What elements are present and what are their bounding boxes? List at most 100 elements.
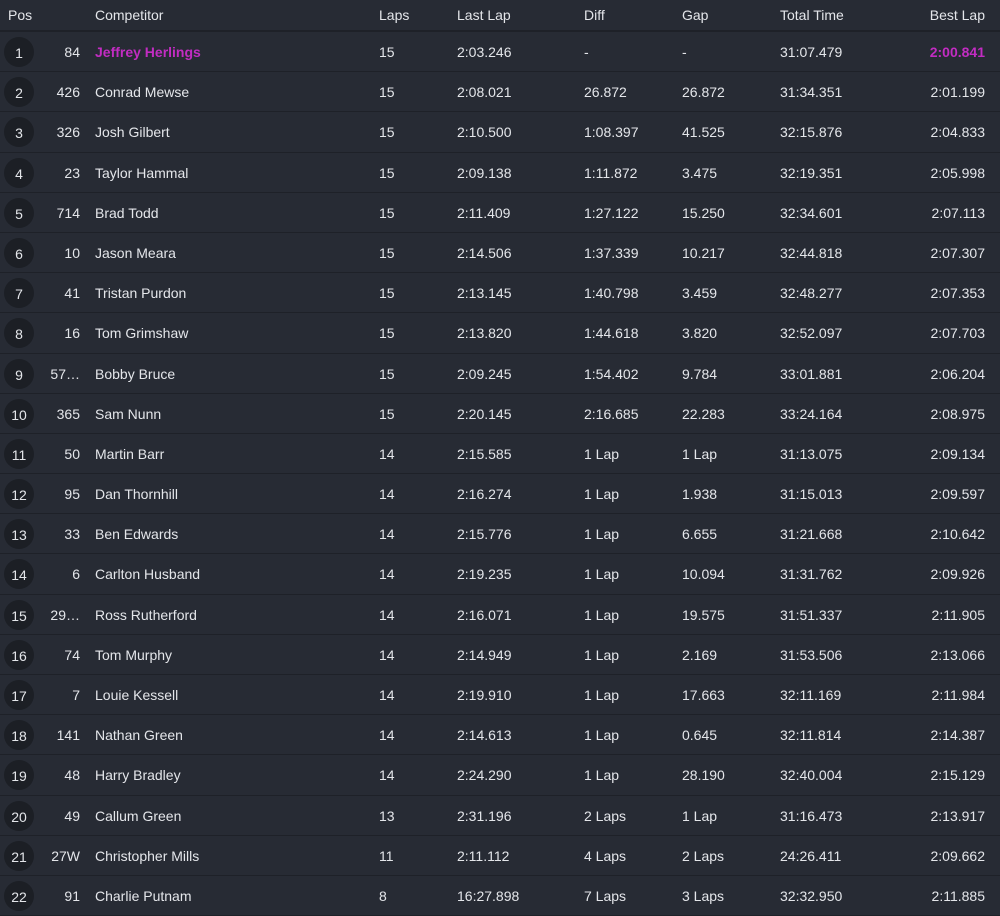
total-time: 32:44.818 — [780, 244, 843, 261]
best-lap: 2:14.387 — [930, 727, 986, 744]
table-row[interactable]: 20 49 Callum Green 13 2:31.196 2 Laps 1 Lap 31:… — [0, 796, 1000, 836]
best-lap: 2:08.975 — [930, 405, 986, 422]
best-lap: 2:09.926 — [930, 566, 986, 583]
race-number: 33 — [64, 526, 80, 543]
competitor-name: Tom Grimshaw — [95, 325, 189, 342]
table-row[interactable]: 4 23 Taylor Hammal 15 2:09.138 1:11.872 3.475 3… — [0, 153, 1000, 193]
last-lap: 2:31.196 — [457, 807, 512, 824]
race-number: 6 — [72, 566, 80, 583]
header-diff[interactable]: Diff — [584, 7, 605, 23]
header-laps[interactable]: Laps — [379, 7, 410, 23]
total-time: 32:19.351 — [780, 164, 843, 181]
table-row[interactable]: 5 714 Brad Todd 15 2:11.409 1:27.122 15.250 32:… — [0, 193, 1000, 233]
diff: 1:40.798 — [584, 285, 639, 302]
race-number: 426 — [56, 84, 80, 101]
table-row[interactable]: 14 6 Carlton Husband 14 2:19.235 1 Lap 10.094 3… — [0, 554, 1000, 595]
race-number: 57… — [50, 365, 80, 382]
table-header: Pos Competitor Laps Last Lap Diff Gap To… — [0, 0, 1000, 32]
header-gap[interactable]: Gap — [682, 7, 709, 23]
race-number: 50 — [64, 445, 80, 462]
table-row[interactable]: 18 141 Nathan Green 14 2:14.613 1 Lap 0.645 32:… — [0, 715, 1000, 756]
table-row[interactable]: 7 41 Tristan Purdon 15 2:13.145 1:40.798 3.459… — [0, 273, 1000, 314]
header-total-time[interactable]: Total Time — [780, 7, 844, 23]
best-lap: 2:07.113 — [931, 204, 985, 221]
laps: 15 — [379, 44, 395, 60]
laps: 8 — [379, 887, 387, 904]
table-row[interactable]: 15 29… Ross Rutherford 14 2:16.071 1 Lap 19.57… — [0, 595, 1000, 635]
table-row[interactable]: 11 50 Martin Barr 14 2:15.585 1 Lap 1 Lap 31:13… — [0, 434, 1000, 475]
total-time: 31:13.075 — [780, 445, 843, 462]
last-lap: 2:11.409 — [457, 204, 511, 221]
total-time: 31:53.506 — [780, 646, 843, 663]
table-row[interactable]: 1 84 Jeffrey Herlings 15 2:03.246 - - 31:07.479… — [0, 32, 1000, 73]
laps: 14 — [379, 566, 395, 583]
total-time: 31:51.337 — [780, 606, 843, 623]
best-lap: 2:09.662 — [930, 847, 986, 864]
gap: 15.250 — [682, 204, 725, 221]
gap: 9.784 — [682, 365, 718, 382]
table-row[interactable]: 10 365 Sam Nunn 15 2:20.145 2:16.685 22.283 33:… — [0, 394, 1000, 434]
header-best-lap[interactable]: Best Lap — [929, 7, 985, 23]
total-time: 32:40.004 — [780, 767, 843, 784]
diff: 2 Laps — [584, 807, 627, 824]
competitor-name: Tom Murphy — [95, 646, 173, 663]
last-lap: 2:14.949 — [457, 646, 512, 663]
competitor-name: Sam Nunn — [95, 405, 162, 422]
total-time: 31:07.479 — [780, 44, 843, 60]
table-row[interactable]: 19 48 Harry Bradley 14 2:24.290 1 Lap 28.190 32… — [0, 755, 1000, 796]
competitor-name: Taylor Hammal — [95, 164, 189, 181]
best-lap: 2:07.307 — [930, 244, 986, 261]
diff: 1:08.397 — [584, 124, 639, 141]
best-lap: 2:15.129 — [930, 767, 986, 784]
diff: 4 Laps — [584, 847, 627, 864]
table-row[interactable]: 8 16 Tom Grimshaw 15 2:13.820 1:44.618 3.820 32… — [0, 313, 1000, 354]
total-time: 31:15.013 — [780, 486, 843, 503]
best-lap: 2:13.066 — [930, 646, 986, 663]
position-badge: 4 — [4, 157, 34, 188]
race-number: 326 — [56, 124, 80, 141]
header-pos[interactable]: Pos — [8, 7, 33, 23]
diff: 7 Laps — [584, 887, 627, 904]
competitor-name: Brad Todd — [95, 204, 159, 221]
table-row[interactable]: 21 27W Christopher Mills 11 2:11.112 4 Laps 2 … — [0, 836, 1000, 876]
total-time: 31:31.762 — [780, 566, 843, 583]
gap: 3 Laps — [682, 887, 725, 904]
table-row[interactable]: 2 426 Conrad Mewse 15 2:08.021 26.872 26.872 31… — [0, 72, 1000, 113]
best-lap: 2:05.998 — [930, 164, 986, 181]
gap: 1 Lap — [682, 445, 718, 462]
best-lap: 2:09.597 — [930, 486, 986, 503]
total-time: 32:32.950 — [780, 887, 843, 904]
last-lap: 2:16.274 — [457, 486, 512, 503]
table-row[interactable]: 22 91 Charlie Putnam 8 16:27.898 7 Laps 3 Laps… — [0, 876, 1000, 916]
table-row[interactable]: 16 74 Tom Murphy 14 2:14.949 1 Lap 2.169 31:53.… — [0, 635, 1000, 675]
position-badge: 17 — [4, 680, 34, 710]
table-row[interactable]: 6 10 Jason Meara 15 2:14.506 1:37.339 10.217 32… — [0, 233, 1000, 274]
race-number: 16 — [64, 325, 80, 342]
last-lap: 2:03.246 — [457, 44, 512, 60]
diff: 1:37.339 — [584, 244, 639, 261]
position-badge: 13 — [4, 519, 34, 550]
table-row[interactable]: 3 326 Josh Gilbert 15 2:10.500 1:08.397 41.525… — [0, 112, 1000, 153]
best-lap: 2:07.703 — [930, 325, 986, 342]
competitor-name: Harry Bradley — [95, 767, 181, 784]
header-last-lap[interactable]: Last Lap — [457, 7, 511, 23]
diff: 1 Lap — [584, 526, 620, 543]
best-lap: 2:01.199 — [930, 84, 986, 101]
competitor-name: Ross Rutherford — [95, 606, 197, 623]
diff: 2:16.685 — [584, 405, 639, 422]
table-row[interactable]: 12 95 Dan Thornhill 14 2:16.274 1 Lap 1.938 31:… — [0, 474, 1000, 515]
position-badge: 7 — [4, 278, 34, 309]
last-lap: 2:14.613 — [457, 727, 512, 744]
table-row[interactable]: 13 33 Ben Edwards 14 2:15.776 1 Lap 6.655 31:21… — [0, 514, 1000, 555]
table-row[interactable]: 17 7 Louie Kessell 14 2:19.910 1 Lap 17.663 32:… — [0, 675, 1000, 716]
competitor-name: Martin Barr — [95, 445, 165, 462]
laps: 15 — [379, 325, 395, 342]
total-time: 31:16.473 — [780, 807, 843, 824]
table-row[interactable]: 9 57… Bobby Bruce 15 2:09.245 1:54.402 9.784 33… — [0, 354, 1000, 394]
header-competitor[interactable]: Competitor — [95, 7, 164, 23]
race-number: 7 — [72, 687, 80, 703]
total-time: 31:21.668 — [780, 526, 843, 543]
total-time: 32:34.601 — [780, 204, 843, 221]
laps: 15 — [379, 405, 395, 422]
